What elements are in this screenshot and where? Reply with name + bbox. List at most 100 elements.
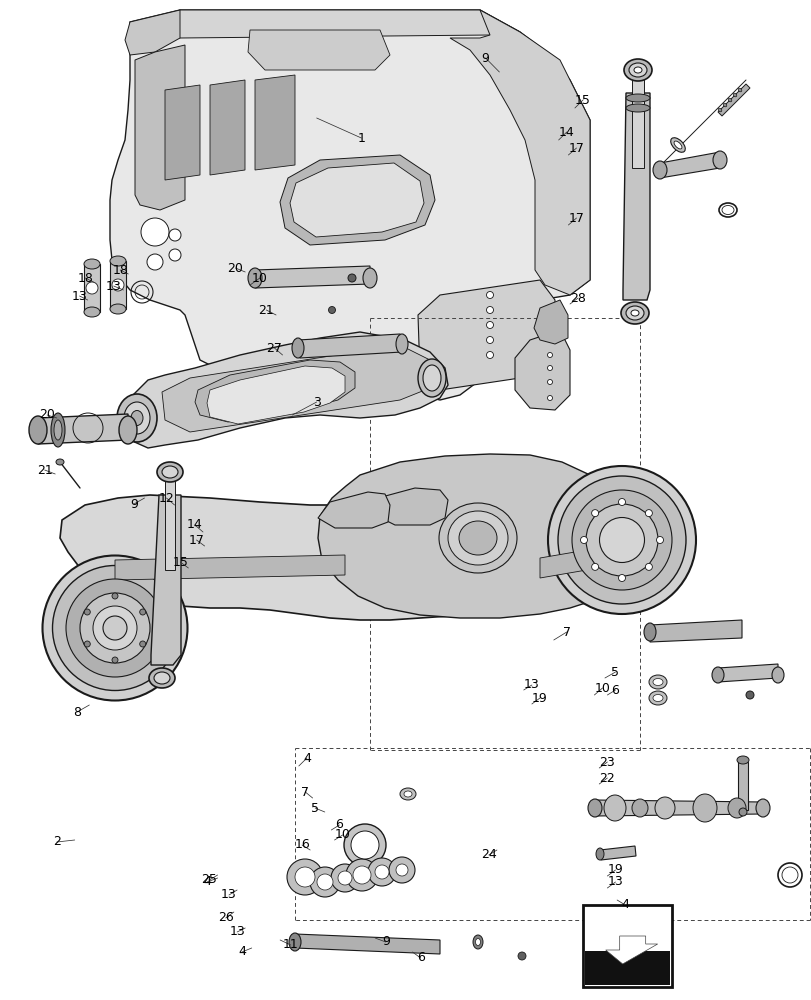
Ellipse shape: [112, 657, 118, 663]
Text: 6: 6: [335, 818, 343, 831]
Text: 21: 21: [36, 464, 53, 477]
Text: 6: 6: [416, 951, 424, 964]
Ellipse shape: [448, 511, 508, 565]
Ellipse shape: [712, 151, 726, 169]
Text: 17: 17: [568, 212, 584, 225]
Ellipse shape: [147, 254, 163, 270]
Text: 16: 16: [294, 838, 310, 851]
Ellipse shape: [56, 459, 64, 465]
Text: 13: 13: [523, 678, 539, 692]
Ellipse shape: [517, 952, 526, 960]
Text: 4: 4: [303, 752, 311, 764]
Text: 23: 23: [599, 756, 615, 768]
Ellipse shape: [736, 756, 748, 764]
Ellipse shape: [103, 616, 127, 640]
Text: 18: 18: [112, 263, 128, 276]
Ellipse shape: [289, 933, 301, 951]
Text: 1: 1: [357, 132, 365, 145]
Text: 7: 7: [301, 786, 309, 798]
Text: 13: 13: [221, 888, 237, 902]
Text: 4: 4: [203, 876, 211, 888]
Text: 10: 10: [594, 682, 610, 694]
Text: 4: 4: [620, 898, 629, 911]
Polygon shape: [155, 10, 519, 38]
Text: 17: 17: [188, 534, 204, 546]
Text: 10: 10: [251, 271, 268, 284]
Ellipse shape: [84, 307, 100, 317]
Text: 4: 4: [238, 945, 246, 958]
Ellipse shape: [755, 799, 769, 817]
Text: 15: 15: [172, 556, 188, 568]
Ellipse shape: [586, 504, 657, 576]
Text: 14: 14: [558, 126, 574, 139]
Text: 9: 9: [381, 935, 389, 948]
Text: 13: 13: [607, 876, 623, 888]
Bar: [582, 905, 672, 987]
Ellipse shape: [119, 416, 137, 444]
Ellipse shape: [157, 462, 182, 482]
Polygon shape: [109, 261, 126, 309]
Ellipse shape: [316, 874, 333, 890]
Polygon shape: [84, 264, 100, 312]
Text: 20: 20: [39, 408, 55, 422]
Polygon shape: [449, 10, 590, 295]
Ellipse shape: [486, 352, 493, 359]
Ellipse shape: [629, 63, 646, 77]
Polygon shape: [539, 540, 644, 578]
Polygon shape: [122, 332, 448, 448]
Ellipse shape: [93, 606, 137, 650]
Polygon shape: [514, 330, 569, 410]
Text: 13: 13: [71, 290, 88, 302]
Ellipse shape: [633, 67, 642, 73]
Polygon shape: [631, 73, 643, 168]
Ellipse shape: [131, 410, 143, 426]
Polygon shape: [375, 488, 448, 525]
Ellipse shape: [286, 859, 323, 895]
Ellipse shape: [66, 579, 164, 677]
Polygon shape: [210, 80, 245, 175]
Text: 19: 19: [531, 692, 547, 704]
Polygon shape: [165, 476, 175, 570]
Ellipse shape: [310, 867, 340, 897]
Ellipse shape: [631, 799, 647, 817]
Polygon shape: [717, 84, 749, 116]
Ellipse shape: [625, 306, 643, 320]
Ellipse shape: [42, 555, 187, 700]
Text: 25: 25: [201, 874, 217, 886]
Ellipse shape: [328, 306, 335, 314]
Ellipse shape: [473, 935, 483, 949]
Text: 7: 7: [562, 626, 570, 638]
Ellipse shape: [625, 94, 649, 102]
Polygon shape: [247, 30, 389, 70]
Polygon shape: [298, 334, 401, 358]
Ellipse shape: [732, 93, 736, 97]
Bar: [584, 951, 670, 985]
Ellipse shape: [625, 104, 649, 112]
Text: 8: 8: [73, 706, 81, 718]
Ellipse shape: [404, 791, 411, 797]
Ellipse shape: [745, 691, 753, 699]
Polygon shape: [418, 280, 554, 390]
Ellipse shape: [292, 338, 303, 358]
Polygon shape: [115, 555, 345, 580]
Ellipse shape: [645, 510, 651, 517]
Polygon shape: [659, 152, 719, 178]
Ellipse shape: [345, 859, 378, 891]
Ellipse shape: [547, 353, 551, 358]
Ellipse shape: [53, 565, 178, 690]
Ellipse shape: [591, 563, 598, 570]
Ellipse shape: [423, 365, 440, 391]
Ellipse shape: [571, 490, 672, 590]
Text: 5: 5: [311, 801, 319, 814]
Ellipse shape: [458, 521, 496, 555]
Ellipse shape: [652, 694, 663, 702]
Ellipse shape: [737, 88, 741, 92]
Text: 10: 10: [334, 828, 350, 841]
Ellipse shape: [396, 864, 407, 876]
Polygon shape: [290, 163, 423, 237]
Ellipse shape: [84, 259, 100, 269]
Ellipse shape: [363, 268, 376, 288]
Ellipse shape: [738, 808, 746, 816]
Ellipse shape: [587, 799, 601, 817]
Ellipse shape: [547, 365, 551, 370]
